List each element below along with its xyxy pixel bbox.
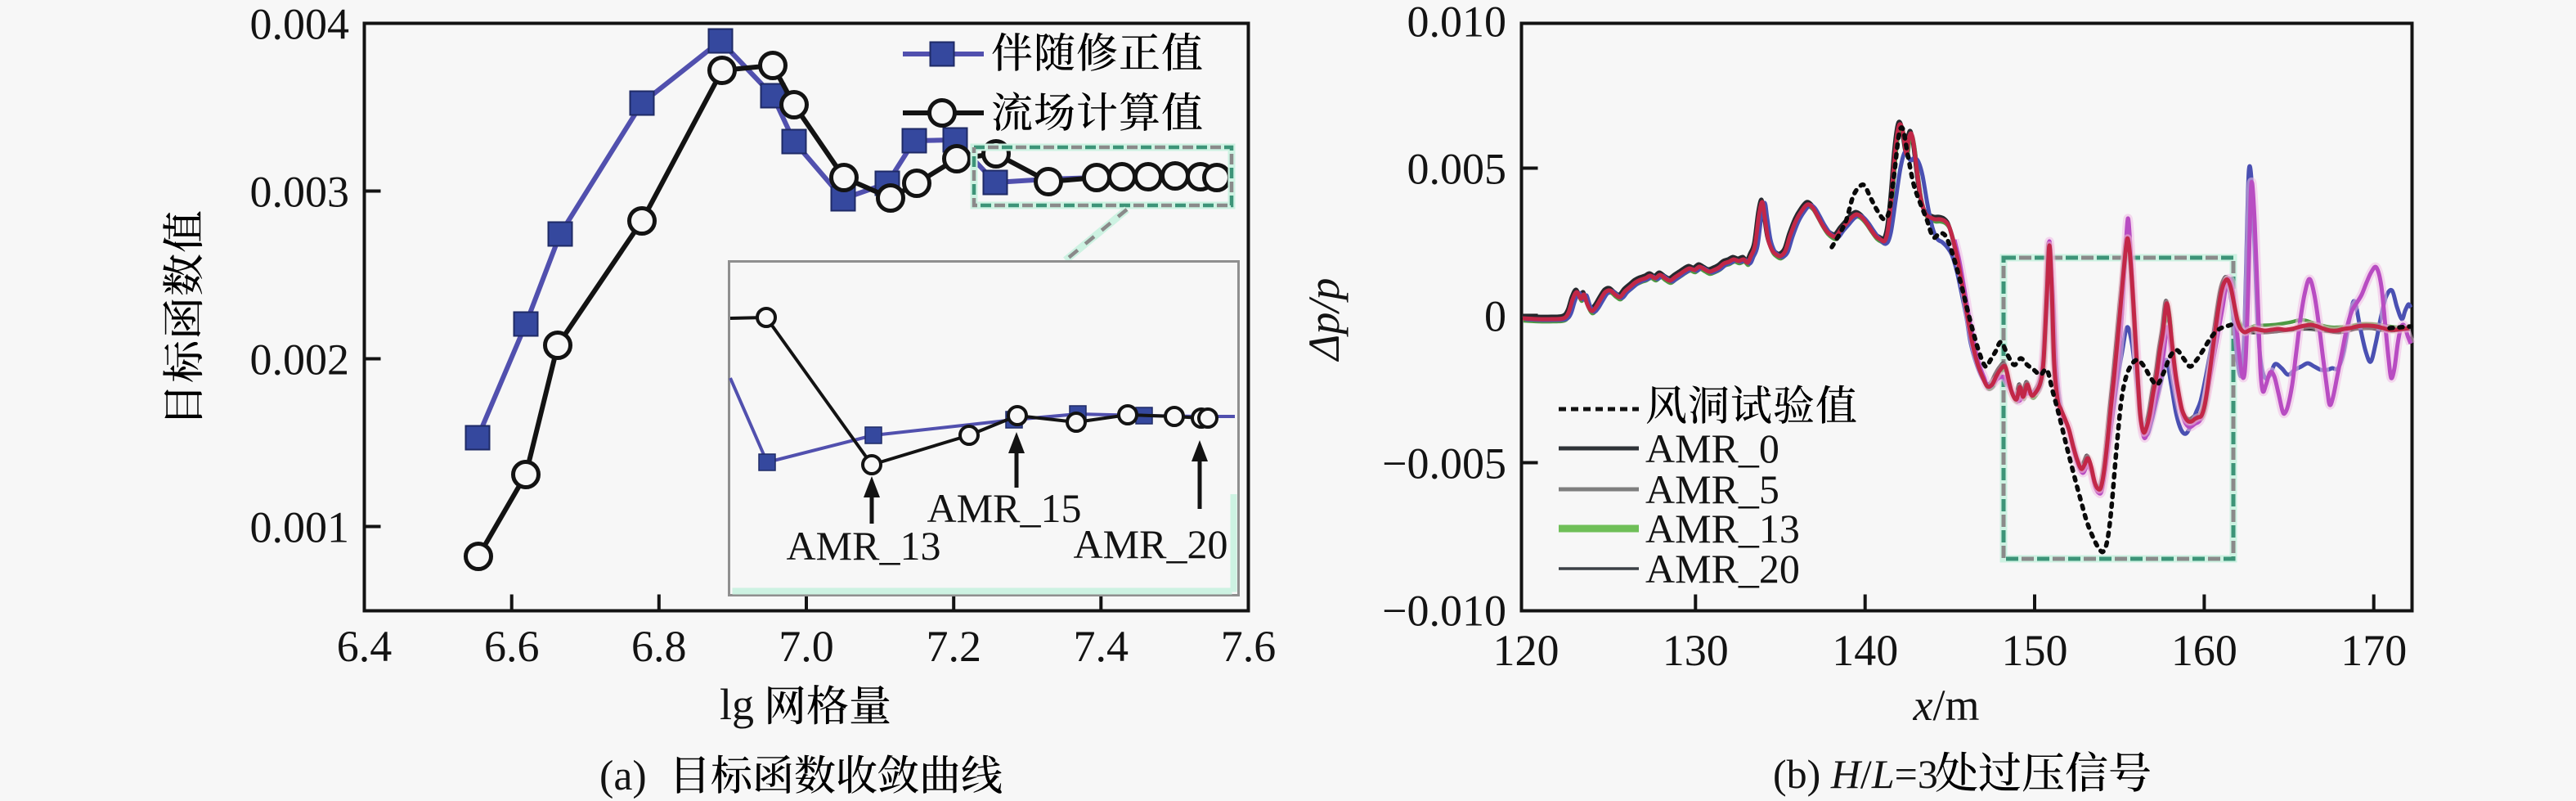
svg-text:0: 0	[1484, 292, 1506, 341]
svg-text:0.010: 0.010	[1407, 0, 1507, 47]
svg-text:AMR_0: AMR_0	[1645, 425, 1779, 471]
svg-text:7.6: 7.6	[1221, 622, 1277, 671]
svg-text:−0.005: −0.005	[1382, 439, 1506, 488]
svg-text:170: 170	[2340, 626, 2407, 675]
svg-text:7.4: 7.4	[1074, 622, 1129, 671]
svg-text:0.001: 0.001	[250, 503, 350, 552]
svg-text:AMR_15: AMR_15	[927, 485, 1082, 531]
svg-text:AMR_13: AMR_13	[1645, 506, 1800, 551]
svg-text:6.6: 6.6	[484, 622, 540, 671]
svg-text:AMR_5: AMR_5	[1645, 466, 1779, 512]
svg-text:6.8: 6.8	[631, 622, 687, 671]
svg-text:−0.010: −0.010	[1382, 587, 1506, 636]
svg-text:AMR_20: AMR_20	[1645, 546, 1800, 592]
svg-text:150: 150	[2002, 626, 2068, 675]
svg-text:0.002: 0.002	[250, 335, 350, 385]
svg-text:0.003: 0.003	[250, 168, 350, 217]
svg-text:(a): (a)	[599, 753, 647, 799]
svg-text:x/m: x/m	[1913, 681, 1980, 730]
svg-text:120: 120	[1493, 626, 1560, 675]
svg-text:7.0: 7.0	[779, 622, 834, 671]
svg-text:AMR_13: AMR_13	[787, 523, 941, 569]
svg-text:0.005: 0.005	[1407, 145, 1507, 194]
svg-text:Δp/p: Δp/p	[1299, 278, 1349, 362]
svg-text:lg: lg	[720, 680, 754, 729]
svg-text:6.4: 6.4	[337, 622, 393, 671]
svg-text:7.2: 7.2	[926, 622, 981, 671]
svg-text:140: 140	[1832, 626, 1898, 675]
svg-text:160: 160	[2171, 626, 2237, 675]
svg-text:(b) H/L=3: (b) H/L=3	[1773, 751, 1938, 797]
svg-text:0.004: 0.004	[250, 0, 350, 49]
svg-text:130: 130	[1663, 626, 1729, 675]
svg-text:AMR_20: AMR_20	[1074, 521, 1228, 567]
